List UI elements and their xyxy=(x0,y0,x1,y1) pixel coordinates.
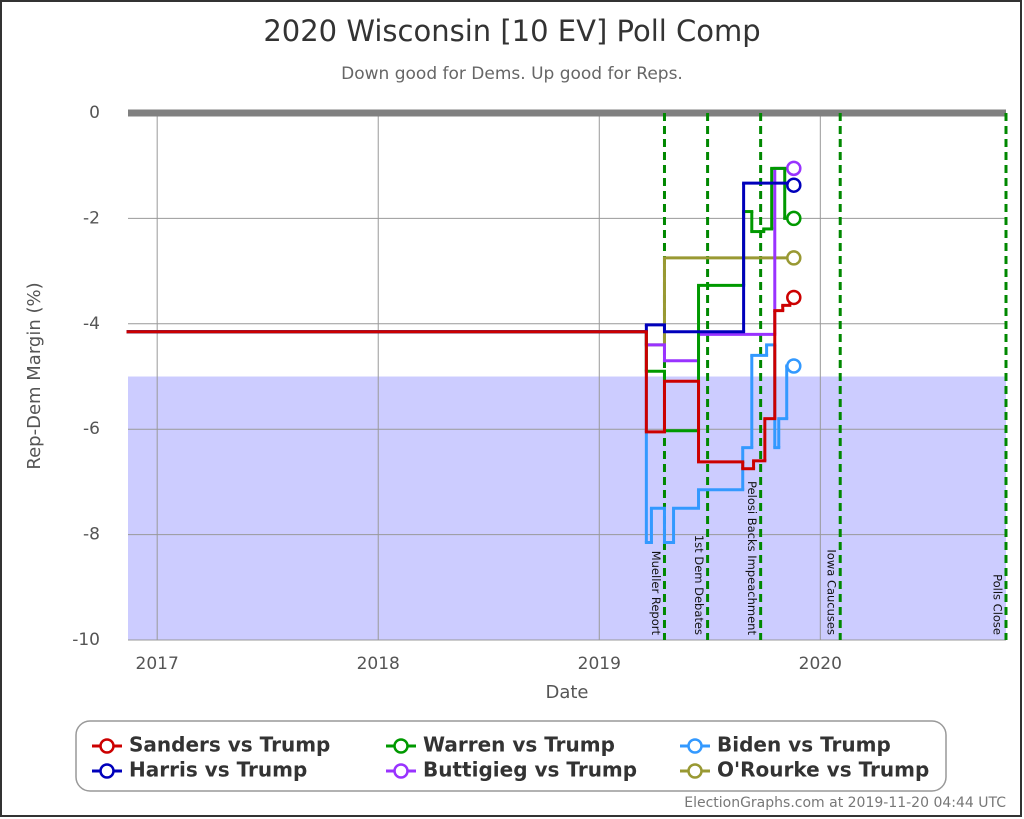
footer: ElectionGraphs.com at 2019-11-20 04:44 U… xyxy=(684,795,1006,811)
legend-label: Sanders vs Trump xyxy=(129,733,330,757)
legend-marker xyxy=(393,738,409,754)
chart-subtitle: Down good for Dems. Up good for Reps. xyxy=(341,64,683,84)
y-tick-label: -8 xyxy=(83,525,100,545)
legend-label: O'Rourke vs Trump xyxy=(717,758,929,782)
x-tick-label: 2020 xyxy=(799,654,842,674)
event-label: Mueller Report xyxy=(649,551,663,636)
legend-label: Buttigieg vs Trump xyxy=(423,758,637,782)
legend-marker xyxy=(687,763,703,779)
shaded-zone xyxy=(128,376,1006,640)
series xyxy=(126,289,802,471)
y-tick-label: -10 xyxy=(72,630,100,650)
end-marker xyxy=(786,250,802,266)
y-axis-label: Rep-Dem Margin (%) xyxy=(24,282,45,469)
event-label: 1st Dem Debates xyxy=(692,535,706,635)
event-label: Polls Close xyxy=(991,574,1005,635)
legend-label: Biden vs Trump xyxy=(717,733,891,757)
end-marker xyxy=(786,177,802,193)
end-marker xyxy=(786,358,802,374)
end-marker xyxy=(786,289,802,306)
legend-marker xyxy=(393,763,409,779)
end-marker xyxy=(786,210,802,227)
legend-marker xyxy=(687,738,703,754)
x-tick-label: 2019 xyxy=(578,654,621,674)
legend-box xyxy=(75,720,947,792)
chart-title: 2020 Wisconsin [10 EV] Poll Comp xyxy=(263,14,760,48)
end-marker xyxy=(786,160,802,177)
y-tick-label: -4 xyxy=(83,314,100,334)
legend-marker xyxy=(99,763,115,779)
plot-area: Mueller Report 1st Dem Debates Pelosi Back… xyxy=(126,109,1008,641)
x-tick-label: 2018 xyxy=(357,654,400,674)
y-tick-label: -2 xyxy=(83,208,100,228)
y-tick-label: -6 xyxy=(83,419,100,439)
legend-label: Warren vs Trump xyxy=(423,733,615,757)
legend-label: Harris vs Trump xyxy=(129,758,307,782)
x-tick-label: 2017 xyxy=(136,654,179,674)
y-tick-label: 0 xyxy=(89,103,100,123)
x-axis-label: Date xyxy=(545,682,588,703)
legend-marker xyxy=(99,738,115,754)
event-label: Iowa Caucuses xyxy=(825,549,839,635)
event-label: Pelosi Backs Impeachment xyxy=(745,481,759,635)
